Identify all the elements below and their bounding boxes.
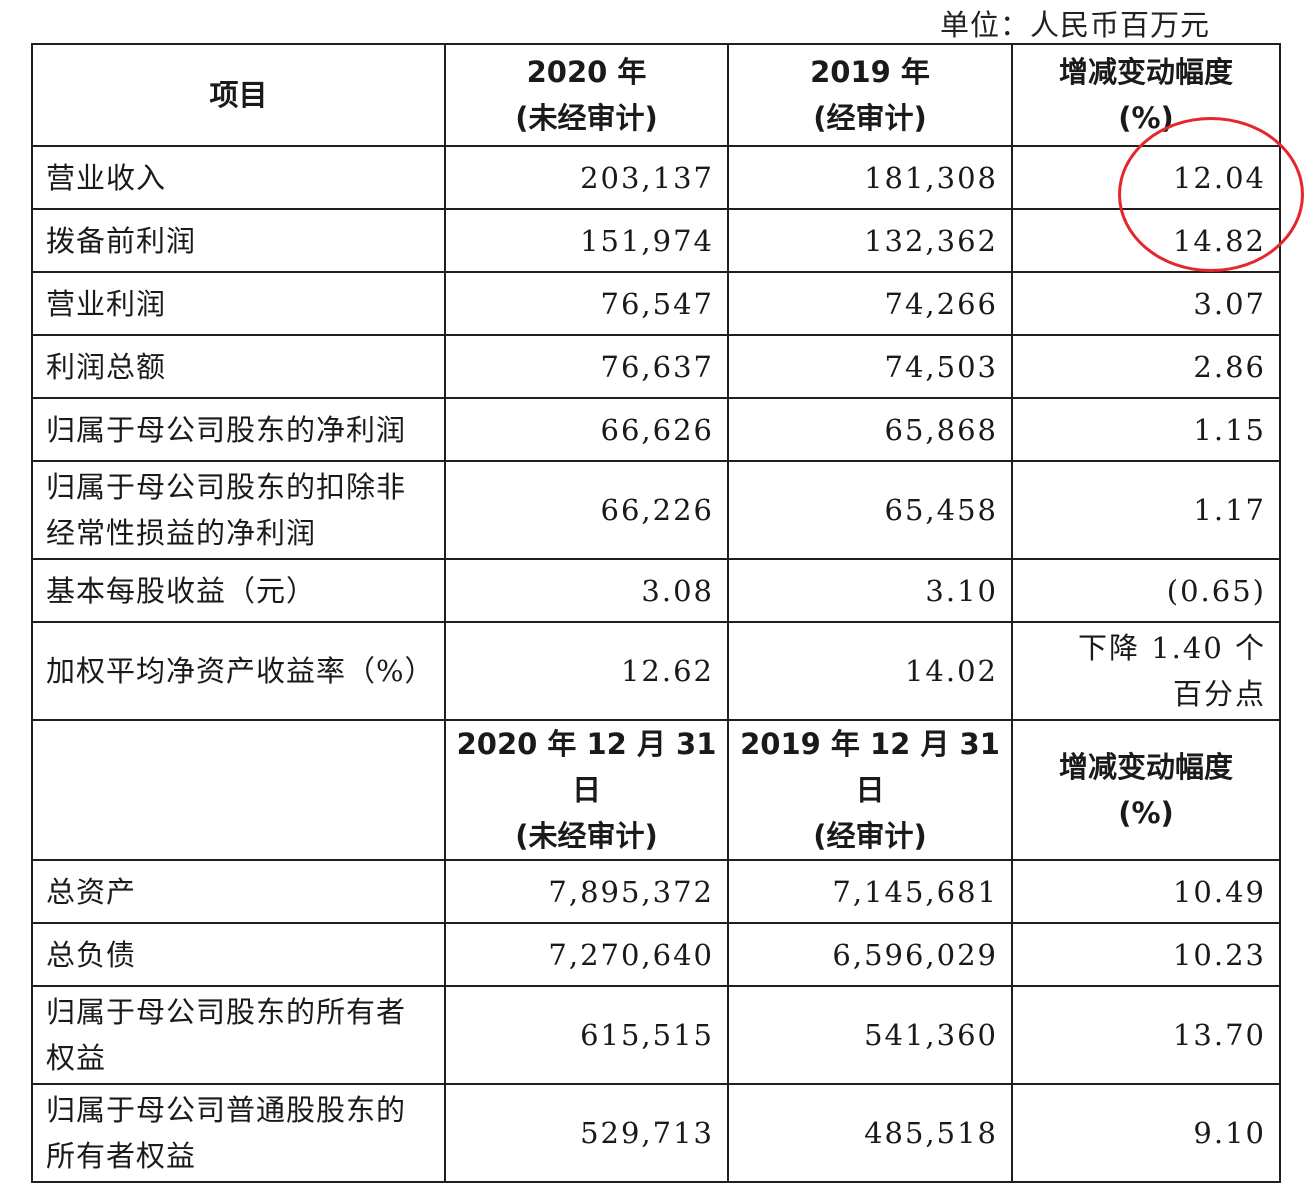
value-change: 12.04	[1011, 145, 1281, 210]
value-change: 14.82	[1011, 208, 1281, 273]
income-rows: 营业收入 203,137 181,308 12.04 拨备前利润 151,974 132,3…	[31, 145, 1281, 721]
value-change: 3.07	[1011, 271, 1281, 336]
value-2020: 76,547	[444, 271, 729, 336]
row-label: 归属于母公司股东的扣除非 经常性损益的净利润	[31, 460, 446, 560]
value-change: 1.15	[1011, 397, 1281, 462]
header-item-empty	[31, 719, 446, 861]
header-2019-date: 2019 年 12 月 31 日 (经审计)	[727, 719, 1013, 861]
value-2019: 132,362	[727, 208, 1013, 273]
value-change: 10.49	[1011, 859, 1281, 924]
row-label: 归属于母公司股东的所有者 权益	[31, 985, 446, 1085]
table-row: 总资产 7,895,372 7,145,681 10.49	[31, 859, 1281, 924]
header-row-balance: 2020 年 12 月 31 日 (未经审计) 2019 年 12 月 31 日…	[31, 719, 1281, 861]
table-row: 归属于母公司股东的净利润 66,626 65,868 1.15	[31, 397, 1281, 462]
value-change: 10.23	[1011, 922, 1281, 987]
value-change: 13.70	[1011, 985, 1281, 1085]
value-2020: 529,713	[444, 1083, 729, 1183]
header-2020-date: 2020 年 12 月 31 日 (未经审计)	[444, 719, 729, 861]
header-item: 项目	[31, 43, 446, 147]
value-2020: 76,637	[444, 334, 729, 399]
row-label: 营业收入	[31, 145, 446, 210]
value-2019: 541,360	[727, 985, 1013, 1085]
financial-table: 项目 2020 年 (未经审计) 2019 年 (经审计) 增减变动幅度 (%)…	[31, 43, 1281, 1183]
table-row: 归属于母公司股东的扣除非 经常性损益的净利润 66,226 65,458 1.17	[31, 460, 1281, 560]
table-row: 总负债 7,270,640 6,596,029 10.23	[31, 922, 1281, 987]
header-change: 增减变动幅度 (%)	[1011, 43, 1281, 147]
value-2020: 615,515	[444, 985, 729, 1085]
row-label: 归属于母公司普通股股东的 所有者权益	[31, 1083, 446, 1183]
table-row: 利润总额 76,637 74,503 2.86	[31, 334, 1281, 399]
header-change-2: 增减变动幅度 (%)	[1011, 719, 1281, 861]
row-label: 总负债	[31, 922, 446, 987]
row-label: 总资产	[31, 859, 446, 924]
value-2019: 181,308	[727, 145, 1013, 210]
value-2019: 6,596,029	[727, 922, 1013, 987]
value-2019: 3.10	[727, 558, 1013, 623]
value-2019: 14.02	[727, 621, 1013, 721]
value-2020: 203,137	[444, 145, 729, 210]
value-2020: 66,626	[444, 397, 729, 462]
value-2019: 65,868	[727, 397, 1013, 462]
table-row: 营业收入 203,137 181,308 12.04	[31, 145, 1281, 210]
balance-rows: 总资产 7,895,372 7,145,681 10.49 总负债 7,270,640 6,…	[31, 859, 1281, 1183]
value-2020: 66,226	[444, 460, 729, 560]
header-2020: 2020 年 (未经审计)	[444, 43, 729, 147]
row-label: 加权平均净资产收益率（%）	[31, 621, 446, 721]
header-2019: 2019 年 (经审计)	[727, 43, 1013, 147]
value-change: 2.86	[1011, 334, 1281, 399]
value-2019: 65,458	[727, 460, 1013, 560]
unit-caption: 单位：人民币百万元	[940, 8, 1211, 42]
value-2020: 7,895,372	[444, 859, 729, 924]
value-2019: 485,518	[727, 1083, 1013, 1183]
value-2019: 74,266	[727, 271, 1013, 336]
value-change: 9.10	[1011, 1083, 1281, 1183]
value-2019: 7,145,681	[727, 859, 1013, 924]
table-row: 营业利润 76,547 74,266 3.07	[31, 271, 1281, 336]
row-label: 归属于母公司股东的净利润	[31, 397, 446, 462]
table-row: 基本每股收益（元） 3.08 3.10 (0.65)	[31, 558, 1281, 623]
table-row: 拨备前利润 151,974 132,362 14.82	[31, 208, 1281, 273]
row-label: 基本每股收益（元）	[31, 558, 446, 623]
value-2020: 7,270,640	[444, 922, 729, 987]
value-change: 1.17	[1011, 460, 1281, 560]
row-label: 拨备前利润	[31, 208, 446, 273]
value-2020: 151,974	[444, 208, 729, 273]
table-row: 归属于母公司股东的所有者 权益 615,515 541,360 13.70	[31, 985, 1281, 1085]
value-2020: 3.08	[444, 558, 729, 623]
value-2019: 74,503	[727, 334, 1013, 399]
header-row-income: 项目 2020 年 (未经审计) 2019 年 (经审计) 增减变动幅度 (%)	[31, 43, 1281, 147]
value-2020: 12.62	[444, 621, 729, 721]
table-row: 归属于母公司普通股股东的 所有者权益 529,713 485,518 9.10	[31, 1083, 1281, 1183]
table-row: 加权平均净资产收益率（%） 12.62 14.02 下降 1.40 个百分点	[31, 621, 1281, 721]
value-change: 下降 1.40 个百分点	[1011, 621, 1281, 721]
value-change: (0.65)	[1011, 558, 1281, 623]
row-label: 营业利润	[31, 271, 446, 336]
row-label: 利润总额	[31, 334, 446, 399]
